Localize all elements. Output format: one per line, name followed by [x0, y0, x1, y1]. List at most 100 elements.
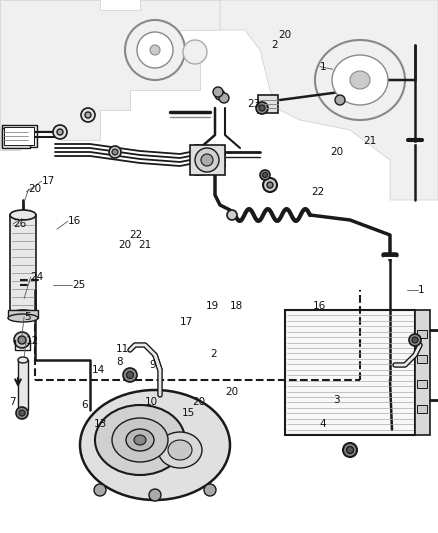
- Text: 20: 20: [226, 387, 239, 397]
- Circle shape: [335, 95, 345, 105]
- Ellipse shape: [112, 418, 168, 462]
- Ellipse shape: [10, 310, 36, 320]
- Bar: [417, 380, 427, 388]
- Ellipse shape: [8, 314, 38, 322]
- Text: 25: 25: [72, 280, 85, 290]
- Text: 24: 24: [31, 272, 44, 282]
- Circle shape: [343, 443, 357, 457]
- Text: 8: 8: [116, 358, 123, 367]
- Bar: [2, 128, 30, 148]
- Circle shape: [19, 410, 25, 416]
- Circle shape: [409, 334, 421, 346]
- Ellipse shape: [126, 429, 154, 451]
- Text: 20: 20: [28, 184, 42, 194]
- Bar: [10, 215, 36, 315]
- Ellipse shape: [80, 390, 230, 500]
- Text: 3: 3: [333, 395, 339, 405]
- Text: 22: 22: [129, 230, 142, 239]
- Text: 22: 22: [311, 187, 324, 197]
- Circle shape: [260, 170, 270, 180]
- Circle shape: [412, 337, 418, 343]
- Circle shape: [16, 407, 28, 419]
- Text: 2: 2: [210, 350, 217, 359]
- Bar: [417, 405, 427, 413]
- Circle shape: [112, 149, 118, 155]
- Bar: [18, 360, 28, 410]
- Circle shape: [85, 112, 91, 118]
- Circle shape: [14, 332, 30, 348]
- Bar: [4, 127, 34, 145]
- Circle shape: [57, 129, 63, 135]
- Text: 2: 2: [272, 41, 278, 50]
- Ellipse shape: [125, 20, 185, 80]
- Circle shape: [94, 484, 106, 496]
- Text: 16: 16: [313, 302, 326, 311]
- Circle shape: [267, 182, 273, 188]
- Circle shape: [81, 108, 95, 122]
- Text: 21: 21: [364, 136, 377, 146]
- Text: 14: 14: [92, 366, 105, 375]
- Circle shape: [109, 146, 121, 158]
- Text: 1: 1: [320, 62, 326, 71]
- Bar: [190, 145, 225, 175]
- Bar: [417, 355, 427, 363]
- Text: 1: 1: [418, 286, 425, 295]
- Text: 12: 12: [26, 336, 39, 346]
- Circle shape: [263, 178, 277, 192]
- Text: 9: 9: [149, 360, 155, 370]
- Ellipse shape: [332, 55, 388, 105]
- Circle shape: [149, 489, 161, 501]
- Circle shape: [346, 447, 353, 454]
- Ellipse shape: [18, 357, 28, 363]
- Ellipse shape: [134, 435, 146, 445]
- Circle shape: [227, 210, 237, 220]
- Bar: [415, 310, 430, 435]
- Circle shape: [213, 87, 223, 97]
- Text: 11: 11: [116, 344, 129, 354]
- Ellipse shape: [183, 40, 207, 64]
- Bar: [285, 310, 415, 435]
- Text: 17: 17: [42, 176, 55, 186]
- Circle shape: [256, 102, 268, 114]
- Ellipse shape: [150, 45, 160, 55]
- Ellipse shape: [10, 210, 36, 220]
- Text: 6: 6: [81, 400, 88, 410]
- Circle shape: [204, 484, 216, 496]
- Bar: [2, 125, 37, 147]
- Ellipse shape: [137, 32, 173, 68]
- Text: 18: 18: [230, 302, 243, 311]
- Ellipse shape: [315, 40, 405, 120]
- Ellipse shape: [195, 148, 219, 172]
- Text: 17: 17: [180, 318, 193, 327]
- Text: 26: 26: [13, 219, 26, 229]
- Text: 23: 23: [247, 99, 261, 109]
- Text: 5: 5: [24, 312, 31, 322]
- Text: 20: 20: [193, 398, 206, 407]
- Circle shape: [18, 336, 26, 344]
- Circle shape: [262, 173, 268, 177]
- Text: 4: 4: [320, 419, 326, 429]
- Circle shape: [215, 90, 225, 100]
- Bar: [417, 330, 427, 338]
- Text: 20: 20: [278, 30, 291, 39]
- Ellipse shape: [95, 405, 185, 475]
- Text: 10: 10: [145, 398, 158, 407]
- Circle shape: [259, 105, 265, 111]
- Circle shape: [219, 93, 229, 103]
- Polygon shape: [220, 0, 438, 200]
- Text: 16: 16: [68, 216, 81, 226]
- Circle shape: [127, 372, 134, 378]
- Polygon shape: [0, 0, 220, 150]
- Bar: [258, 95, 278, 113]
- Ellipse shape: [201, 154, 213, 166]
- Text: 20: 20: [331, 147, 344, 157]
- Circle shape: [53, 125, 67, 139]
- Text: 13: 13: [94, 419, 107, 429]
- Ellipse shape: [168, 440, 192, 460]
- Ellipse shape: [158, 432, 202, 468]
- Text: 7: 7: [9, 398, 15, 407]
- Text: 15: 15: [182, 408, 195, 418]
- Ellipse shape: [350, 71, 370, 89]
- Circle shape: [123, 368, 137, 382]
- Bar: [8, 310, 38, 318]
